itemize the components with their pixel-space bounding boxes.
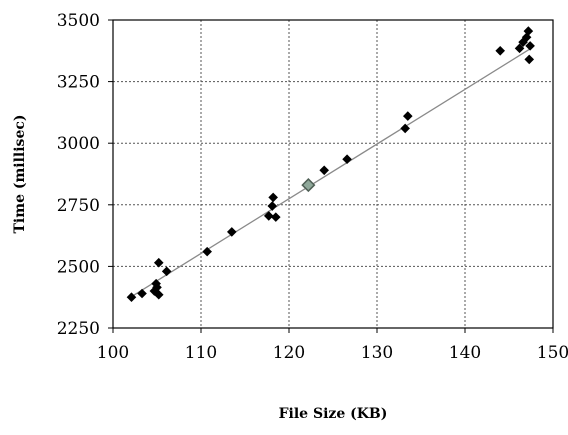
data-points: [126, 26, 535, 302]
data-point: [153, 289, 164, 300]
y-tick-label: 2750: [57, 196, 100, 216]
highlighted-data-point: [301, 178, 316, 193]
data-point: [153, 257, 164, 268]
data-point: [403, 111, 413, 121]
x-tick-label: 120: [273, 343, 305, 363]
plot-area-frame: [112, 19, 554, 329]
data-point: [137, 288, 147, 299]
data-point: [227, 227, 237, 237]
trend-line: [130, 47, 532, 298]
data-point: [149, 286, 160, 296]
x-tick-label: 150: [537, 343, 568, 363]
x-tick-label: 110: [185, 343, 217, 363]
y-axis-title: Time (millisec): [12, 115, 28, 234]
data-point: [267, 201, 278, 211]
x-tick-labels: 100 110 120 130 140 150: [97, 328, 568, 363]
grid: [113, 20, 553, 328]
data-point: [514, 43, 525, 54]
data-point: [342, 154, 352, 165]
data-point: [161, 266, 172, 277]
data-point: [271, 212, 281, 222]
data-point: [202, 246, 212, 257]
data-point: [152, 282, 162, 293]
x-axis-title: File Size (KB): [279, 406, 388, 422]
y-tick-label: 2250: [57, 319, 100, 339]
data-point: [400, 123, 410, 134]
y-tick-labels: 2250 2500 2750 3000 3250 3500: [57, 11, 113, 339]
y-tick-label: 3250: [57, 73, 100, 93]
data-point: [319, 165, 329, 176]
data-point: [263, 211, 274, 221]
x-tick-label: 140: [449, 343, 481, 363]
data-point: [268, 192, 278, 203]
y-tick-label: 3000: [57, 134, 100, 154]
data-point: [521, 32, 532, 43]
y-tick-label: 2500: [57, 257, 100, 277]
data-point: [523, 26, 534, 36]
data-point: [126, 292, 137, 302]
y-tick-label: 3500: [57, 11, 100, 31]
x-tick-label: 100: [97, 343, 129, 363]
data-point: [525, 41, 535, 51]
x-tick-label: 130: [361, 343, 393, 363]
data-point: [495, 46, 505, 56]
data-point: [524, 54, 535, 65]
